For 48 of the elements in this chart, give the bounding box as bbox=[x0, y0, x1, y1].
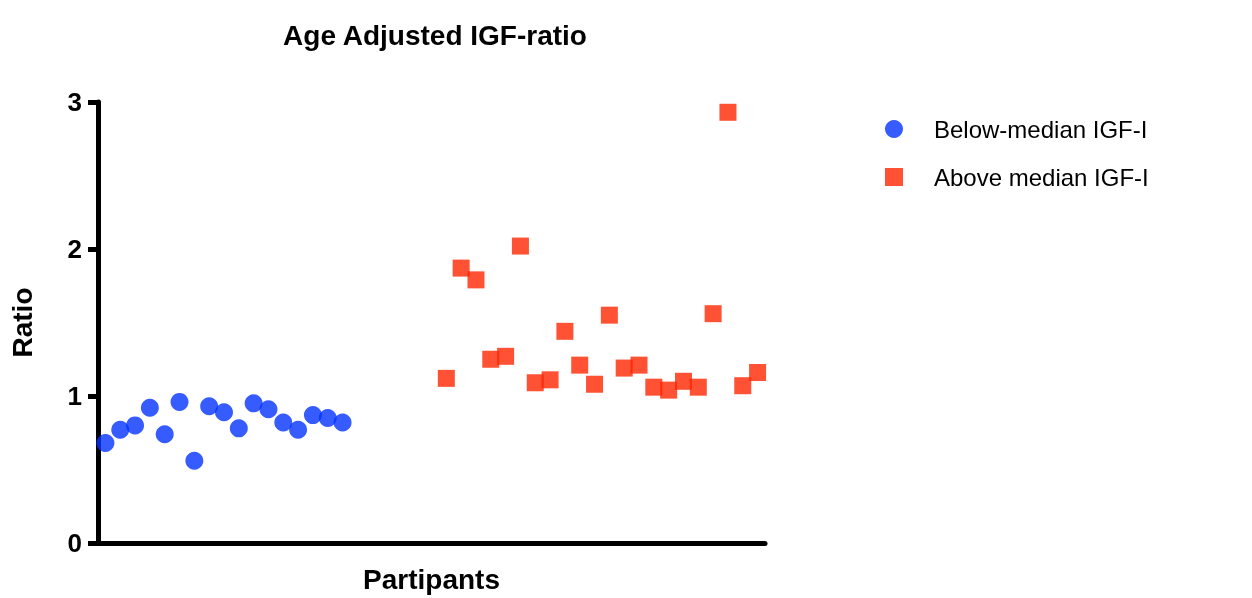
point bbox=[586, 375, 604, 393]
point bbox=[704, 305, 722, 323]
point bbox=[615, 359, 633, 377]
point bbox=[185, 451, 204, 470]
y-tick-label: 3 bbox=[67, 87, 82, 117]
point bbox=[452, 259, 470, 277]
point bbox=[719, 103, 737, 121]
point bbox=[170, 392, 189, 411]
point bbox=[289, 420, 308, 439]
chart-title: Age Adjusted IGF-ratio bbox=[283, 19, 587, 51]
point bbox=[155, 425, 174, 444]
point bbox=[126, 416, 145, 435]
point bbox=[318, 409, 337, 428]
point bbox=[541, 371, 559, 389]
point bbox=[437, 369, 455, 387]
point bbox=[630, 356, 648, 374]
point bbox=[229, 419, 248, 438]
point bbox=[140, 398, 159, 417]
point bbox=[274, 413, 293, 432]
point bbox=[526, 374, 544, 392]
point bbox=[111, 420, 130, 439]
point bbox=[482, 350, 500, 368]
y-tick-label: 0 bbox=[67, 528, 82, 558]
point bbox=[511, 237, 529, 255]
legend-label: Above median IGF-I bbox=[934, 163, 1149, 191]
x-axis-title: Partipants bbox=[363, 563, 500, 595]
point bbox=[660, 381, 678, 399]
point bbox=[96, 434, 115, 453]
legend-label: Below-median IGF-I bbox=[934, 115, 1148, 143]
point bbox=[244, 394, 263, 413]
point bbox=[556, 322, 574, 340]
point bbox=[259, 400, 278, 419]
point bbox=[303, 406, 322, 425]
point bbox=[571, 356, 589, 374]
point bbox=[749, 363, 767, 381]
point bbox=[600, 306, 618, 324]
point bbox=[645, 378, 663, 396]
point bbox=[734, 377, 752, 395]
y-tick-label: 2 bbox=[67, 234, 82, 264]
point bbox=[215, 403, 233, 422]
point bbox=[689, 378, 707, 396]
point bbox=[200, 397, 219, 416]
y-axis-title: Ratio bbox=[6, 287, 38, 358]
point bbox=[674, 372, 692, 390]
point bbox=[497, 347, 515, 365]
point bbox=[467, 271, 485, 289]
point bbox=[333, 413, 352, 432]
y-tick-label: 1 bbox=[67, 381, 82, 411]
